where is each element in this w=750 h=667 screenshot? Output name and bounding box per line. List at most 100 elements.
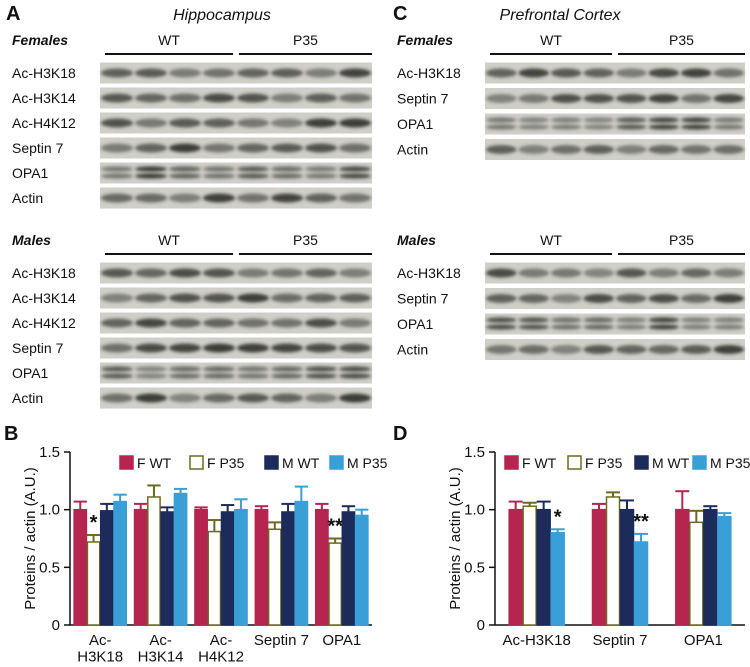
bar	[550, 531, 565, 626]
row-label: Ac-H3K18	[12, 265, 76, 281]
panel-title: Prefrontal Cortex	[500, 7, 622, 24]
blot-band	[339, 173, 371, 179]
blot-band	[550, 324, 582, 330]
condition-label: WT	[540, 232, 562, 248]
blot-band	[339, 118, 371, 128]
blot-band	[648, 117, 680, 123]
blot-band	[583, 345, 615, 354]
blot-band	[237, 93, 269, 103]
row-label: Ac-H3K14	[12, 90, 76, 106]
blot-band	[550, 145, 582, 154]
blot-band	[518, 124, 550, 130]
blot-band	[518, 68, 550, 78]
blot-band	[169, 118, 201, 128]
blot-band	[237, 193, 269, 203]
blot-band	[101, 166, 133, 172]
x-tick-label: Ac-H3K14	[138, 632, 184, 666]
blot-band	[485, 317, 517, 323]
blot-band	[203, 93, 235, 103]
blot-band	[135, 343, 167, 353]
legend-swatch	[119, 455, 134, 470]
blot-strip	[100, 362, 372, 384]
blot-band	[339, 68, 371, 78]
blot-strip	[485, 339, 745, 360]
bar	[354, 514, 369, 626]
blot-band	[339, 143, 371, 153]
condition-label: P35	[293, 32, 318, 48]
blot-band	[203, 68, 235, 78]
blot-band	[518, 94, 550, 103]
bar	[341, 511, 356, 626]
blot-band	[680, 94, 712, 103]
blot-band	[680, 124, 712, 130]
blot-band	[680, 68, 712, 78]
blot-band	[648, 324, 680, 330]
bar	[536, 508, 551, 626]
legend-label: M P35	[347, 455, 388, 471]
panel-title: Hippocampus	[173, 7, 271, 24]
blot-band	[135, 318, 167, 328]
blot-band	[680, 317, 712, 323]
blot-band	[203, 366, 235, 372]
y-tick-label: 0.5	[39, 559, 60, 576]
row-label: Septin 7	[12, 140, 64, 156]
bar	[591, 508, 607, 626]
blot-band	[203, 343, 235, 353]
blot-band	[101, 173, 133, 179]
blot-band	[135, 293, 167, 303]
blot-band	[583, 68, 615, 78]
bar	[703, 508, 718, 626]
y-tick-label: 0	[52, 617, 60, 634]
blot-band	[169, 268, 201, 278]
blot-band	[648, 145, 680, 154]
significance-mark: *	[90, 512, 98, 534]
blot-band	[271, 118, 303, 128]
blot-band	[271, 343, 303, 353]
significance-mark: **	[327, 516, 343, 538]
blot-band	[583, 324, 615, 330]
blot-band	[169, 143, 201, 153]
blot-band	[485, 268, 517, 278]
blot-band	[101, 93, 133, 103]
blot-band	[237, 393, 269, 403]
legend-label: F WT	[522, 455, 557, 471]
blot-band	[169, 373, 201, 379]
blot-band	[101, 393, 133, 403]
legend-swatch	[329, 455, 344, 470]
row-label: Ac-H3K18	[12, 65, 76, 81]
blot-band	[518, 324, 550, 330]
blot-band	[550, 268, 582, 278]
legend-swatch	[634, 455, 649, 470]
legend-label: F P35	[585, 455, 623, 471]
blot-band	[101, 143, 133, 153]
blot-band	[101, 293, 133, 303]
bar	[147, 496, 161, 626]
blot-band	[237, 318, 269, 328]
y-tick-label: 0.5	[464, 559, 485, 576]
blot-band	[203, 373, 235, 379]
blot-band	[101, 318, 133, 328]
row-label: Actin	[12, 390, 43, 406]
blot-band	[169, 366, 201, 372]
bar	[267, 528, 282, 626]
blot-band	[237, 166, 269, 172]
blot-band	[305, 68, 337, 78]
blot-band	[305, 343, 337, 353]
blot-band	[237, 68, 269, 78]
bar	[294, 500, 309, 626]
blot-band	[135, 393, 167, 403]
blot-band	[271, 268, 303, 278]
blot-band	[305, 93, 337, 103]
legend-label: F WT	[137, 455, 172, 471]
x-tick-label: OPA1	[684, 632, 723, 649]
significance-mark: **	[633, 511, 649, 533]
blot-band	[203, 268, 235, 278]
blot-strip	[485, 139, 745, 160]
blot-band	[237, 268, 269, 278]
legend-swatch	[264, 455, 279, 470]
blot-band	[550, 94, 582, 103]
blot-strip	[100, 337, 372, 359]
x-tick-label: Septin 7	[592, 632, 647, 649]
blot-band	[680, 117, 712, 123]
bar	[619, 508, 635, 626]
